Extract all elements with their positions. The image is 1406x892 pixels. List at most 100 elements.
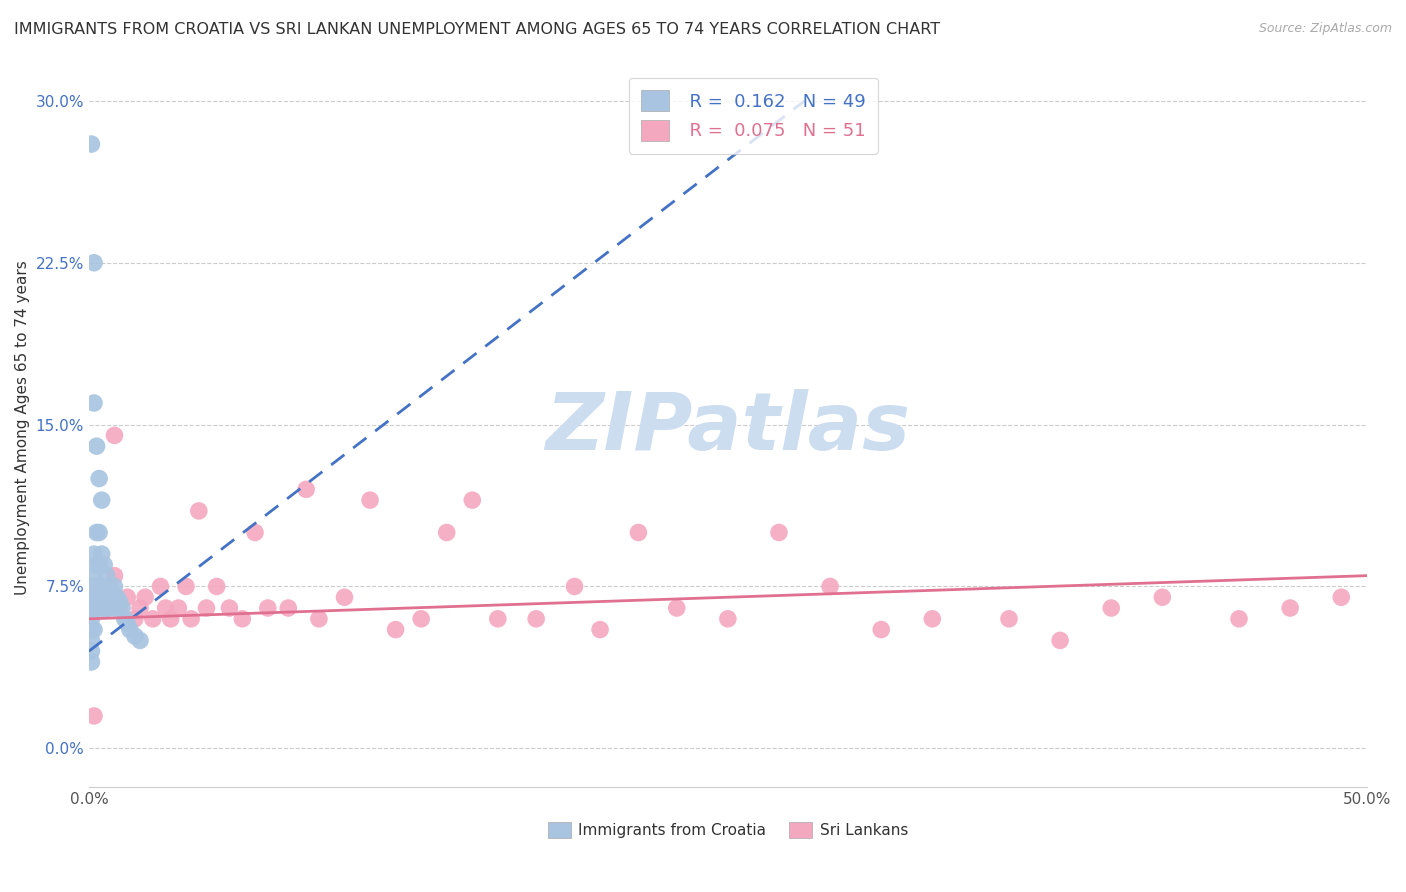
Point [124,612,146,626]
Point [96,601,118,615]
Point [564,579,586,593]
Point [256,601,278,615]
Point [103,579,125,593]
Point [124,629,146,643]
Point [205,579,228,593]
Point [103,428,125,442]
Point [83,601,105,615]
Text: ZIPatlas: ZIPatlas [546,389,910,467]
Point [589,623,612,637]
Point [134,591,156,605]
Point [461,493,484,508]
Point [117,616,139,631]
Point [80,633,103,648]
Point [174,579,197,593]
Point [96,568,118,582]
Point [93,558,115,572]
Point [818,579,841,593]
Point [1152,591,1174,605]
Point [83,579,105,593]
Text: Source: ZipAtlas.com: Source: ZipAtlas.com [1258,22,1392,36]
Point [333,591,356,605]
Point [96,601,118,615]
Point [89,558,111,572]
Point [80,601,103,615]
Point [83,591,105,605]
Text: IMMIGRANTS FROM CROATIA VS SRI LANKAN UNEMPLOYMENT AMONG AGES 65 TO 74 YEARS COR: IMMIGRANTS FROM CROATIA VS SRI LANKAN UN… [14,22,941,37]
Point [80,591,103,605]
Point [1227,612,1250,626]
Point [83,256,105,270]
Point [108,594,131,608]
Point [180,612,202,626]
Point [717,612,740,626]
Y-axis label: Unemployment Among Ages 65 to 74 years: Unemployment Among Ages 65 to 74 years [15,260,30,595]
Point [129,633,152,648]
Point [105,591,128,605]
Point [921,612,943,626]
Point [80,655,103,669]
Point [80,579,103,593]
Point [83,396,105,410]
Point [101,591,124,605]
Point [83,709,105,723]
Point [243,525,266,540]
Point [83,547,105,561]
Point [359,493,381,508]
Point [159,612,181,626]
Point [118,623,141,637]
Point [80,612,103,626]
Point [231,612,253,626]
Point [93,601,115,615]
Point [86,579,108,593]
Point [111,601,134,615]
Point [86,525,108,540]
Point [768,525,790,540]
Point [90,601,112,615]
Point [83,623,105,637]
Point [142,612,165,626]
Point [83,568,105,582]
Point [86,558,108,572]
Point [195,601,218,615]
Point [1330,591,1353,605]
Point [89,579,111,593]
Point [1049,633,1071,648]
Point [80,623,103,637]
Point [129,601,152,615]
Point [86,601,108,615]
Point [80,136,103,151]
Point [295,483,318,497]
Point [524,612,547,626]
Point [1099,601,1122,615]
Point [90,601,112,615]
Point [277,601,299,615]
Point [149,579,172,593]
Point [665,601,688,615]
Point [155,601,177,615]
Point [90,547,112,561]
Point [1279,601,1302,615]
Point [96,586,118,600]
Point [870,623,893,637]
Point [114,612,136,626]
Point [89,525,111,540]
Point [98,579,121,593]
Point [86,439,108,453]
Point [108,601,131,615]
Legend: Immigrants from Croatia, Sri Lankans: Immigrants from Croatia, Sri Lankans [541,816,914,844]
Point [117,591,139,605]
Point [90,493,112,508]
Point [98,601,121,615]
Point [93,579,115,593]
Point [90,579,112,593]
Point [627,525,650,540]
Point [411,612,433,626]
Point [167,601,190,615]
Point [80,644,103,658]
Point [103,568,125,582]
Point [486,612,509,626]
Point [436,525,458,540]
Point [187,504,209,518]
Point [103,601,125,615]
